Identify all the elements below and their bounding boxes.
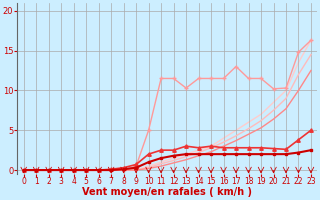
X-axis label: Vent moyen/en rafales ( km/h ): Vent moyen/en rafales ( km/h ): [82, 187, 252, 197]
